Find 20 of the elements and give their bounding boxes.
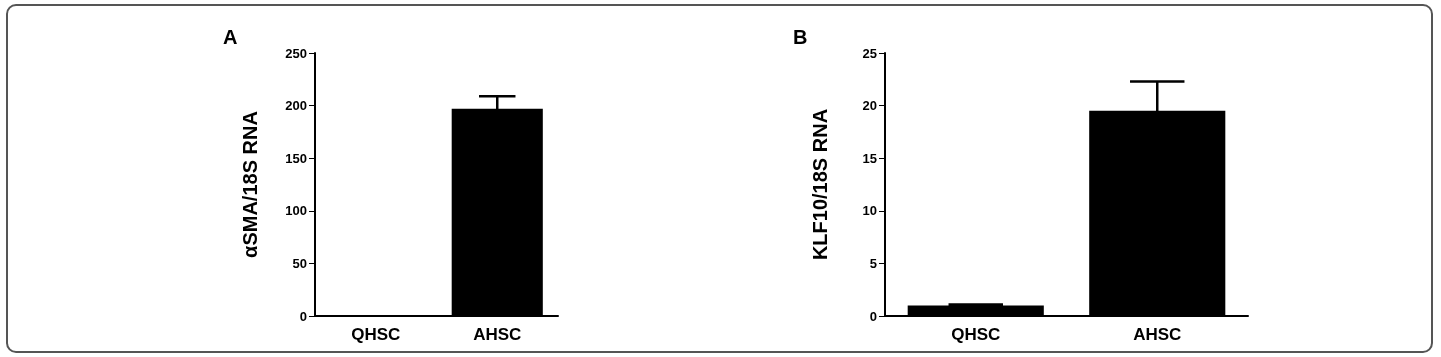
y-tick-label: 150 [285,150,307,166]
x-tick-label: AHSC [1133,325,1182,344]
chart-title: B [793,26,808,48]
x-tick-label: QHSC [951,325,1001,344]
y-axis-title: KLF10/18S RNA [809,108,831,261]
y-tick-label: 25 [862,45,877,61]
y-tick-label: 10 [862,203,877,219]
y-axis-title: αSMA/18S RNA [239,111,261,258]
y-tick-label: 20 [862,98,877,114]
y-tick-label: 100 [285,203,307,219]
chart-title: A [223,26,238,48]
y-tick-label: 250 [285,45,307,61]
y-tick-label: 0 [869,308,877,324]
y-tick-label: 200 [285,98,307,114]
y-tick-label: 15 [862,150,877,166]
y-tick-label: 5 [869,255,877,271]
y-tick-label: 0 [299,308,307,324]
y-tick-label: 50 [292,255,307,271]
x-tick-label: QHSC [351,325,401,344]
x-tick-label: AHSC [473,325,522,344]
